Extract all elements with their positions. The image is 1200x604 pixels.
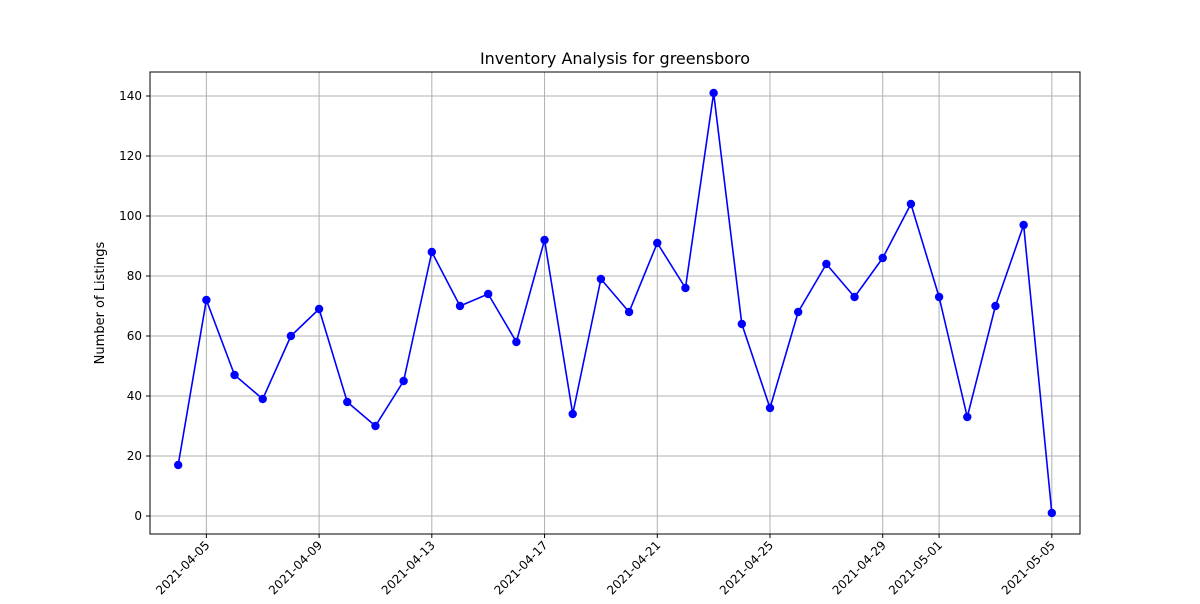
data-point (850, 292, 859, 302)
x-tick-label: 2021-04-25 (717, 538, 776, 597)
y-tick-label: 40 (127, 389, 142, 403)
data-point (314, 304, 324, 314)
data-point (512, 337, 521, 347)
y-tick-label: 0 (134, 509, 142, 523)
data-point (1047, 508, 1057, 518)
x-tick-label: 2021-04-17 (491, 538, 550, 597)
y-tick-label: 20 (127, 449, 142, 463)
data-point (822, 259, 831, 269)
y-tick-label: 140 (119, 89, 142, 103)
data-point (765, 403, 775, 413)
y-axis-label: Number of Listings (93, 241, 108, 364)
data-point (258, 394, 267, 404)
series-layer (173, 88, 1057, 518)
y-tick-label: 100 (119, 209, 142, 223)
data-point (202, 295, 211, 305)
data-point (737, 319, 747, 329)
data-point (399, 376, 408, 386)
data-point (963, 412, 972, 422)
data-point (568, 409, 577, 419)
data-point (991, 301, 1000, 311)
y-tick-label: 120 (119, 149, 142, 163)
data-point (934, 292, 944, 302)
series-line (177, 92, 1053, 514)
data-point (906, 199, 916, 209)
data-point (624, 307, 634, 317)
data-point (173, 460, 183, 470)
data-point (483, 289, 493, 299)
data-point (343, 397, 352, 407)
data-point (540, 235, 549, 245)
data-point (878, 253, 887, 263)
data-point (681, 283, 690, 293)
data-point (371, 421, 380, 431)
x-tick-label: 2021-04-09 (266, 538, 325, 597)
x-tick-label: 2021-04-05 (153, 538, 212, 597)
data-point (709, 88, 718, 98)
x-tick-label: 2021-05-01 (886, 538, 945, 597)
y-tick-label: 60 (127, 329, 142, 343)
data-point (427, 247, 437, 257)
data-point (653, 238, 662, 248)
chart-title: Inventory Analysis for greensboro (480, 49, 750, 68)
data-point (1019, 220, 1028, 230)
x-tick-label: 2021-04-13 (379, 538, 438, 597)
data-point (596, 274, 606, 284)
data-point (230, 370, 239, 380)
data-point (286, 331, 296, 341)
axes-layer: 0 20 40 60 80 100 120 140 2021-04-05 2021-04-09 20… (119, 71, 1081, 597)
data-point (455, 301, 465, 311)
y-tick-label: 80 (127, 269, 142, 283)
x-tick-label: 2021-04-21 (604, 538, 663, 597)
data-point (793, 307, 803, 317)
x-tick-label: 2021-04-29 (830, 538, 889, 597)
grid-layer (150, 72, 1080, 534)
x-tick-label: 2021-05-05 (999, 538, 1058, 597)
plot-frame (149, 71, 1081, 535)
